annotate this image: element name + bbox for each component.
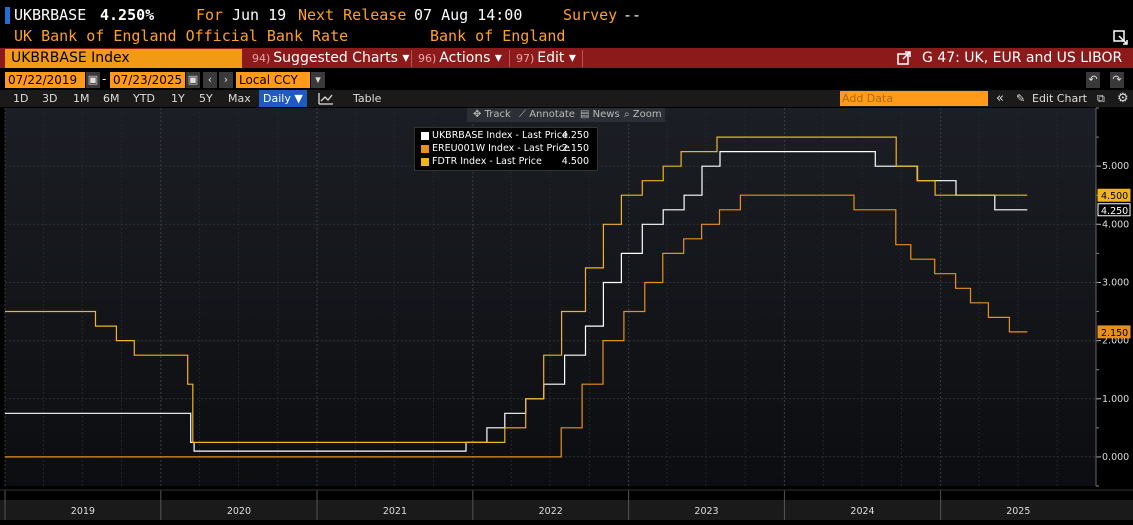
chart-gridlines [4,108,1096,486]
series-line-1 [5,194,1028,458]
external-link-icon[interactable] [897,51,911,65]
series-line-2 [5,136,1028,443]
range-1y[interactable]: 1Y [171,92,185,105]
undo-icon[interactable]: ↶ [1086,72,1100,88]
edit-chart-button[interactable]: Edit Chart [1032,92,1088,105]
x-tick-label: 2022 [539,506,563,517]
series-line-0 [5,151,1028,452]
chart-tools: ✥ Track ⟋ Annotate ▤ News ⌕ Zoom [467,108,665,122]
last-price-tag [1097,188,1131,202]
header-row-1: UKBRBASE 4.250% For Jun 19 Next Release … [0,6,1133,26]
y-tick-label: 5.000 [1102,161,1129,172]
title-bar [0,48,1133,68]
popout-icon[interactable] [1113,30,1129,46]
x-tick-label: 2020 [227,506,251,517]
range-max[interactable]: Max [228,92,251,105]
x-tick-label: 2024 [850,506,874,517]
date-separator: - [102,72,107,86]
legend-entry-fdtr[interactable]: FDTR Index - Last Price 4.500 [421,156,589,168]
menu-divider [582,50,583,67]
y-axis: 0.000 1.000 2.000 3.000 4.000 5.000 4.250 2.150… [1095,107,1131,487]
edit-menu[interactable]: 97) Edit ▾ [516,50,576,66]
range-6m[interactable]: 6M [103,92,120,105]
add-data-input[interactable]: Add Data [840,91,988,106]
y-tick-label: 0.000 [1102,452,1129,463]
suggested-charts-menu[interactable]: 94) Suggested Charts ▾ [252,50,410,66]
x-tick-label: 2019 [71,506,95,517]
chart-legend[interactable]: UKBRBASE Index - Last Price 4.250 EREU00… [414,127,598,171]
ticker-label: UKBRBASE [14,6,87,24]
security-title[interactable]: UKBRBASE Index [5,49,242,68]
chart-settings-icon[interactable]: ⧉ [1097,92,1105,105]
menu-divider [509,50,510,67]
x-tick-label: 2025 [1006,506,1030,517]
currency-select[interactable]: Local CCY [236,72,310,88]
calendar-icon[interactable]: ▣ [186,72,200,88]
last-value: 4.250% [100,6,155,24]
chevron-down-icon[interactable]: ▾ [311,72,325,88]
line-chart-icon[interactable] [318,92,334,105]
survey-label: Survey [563,6,618,24]
chevron-right-icon[interactable]: › [219,72,233,88]
redo-icon[interactable]: ↷ [1110,72,1124,88]
y-tick-label: 2.000 [1102,336,1129,347]
zoom-tool[interactable]: ⌕ Zoom [624,109,662,120]
last-price-tag-label: 2.150 [1101,328,1128,339]
legend-swatch [421,131,429,140]
y-tick-label: 3.000 [1102,277,1129,288]
next-release-label: Next Release [298,6,407,24]
table-button[interactable]: Table [353,92,382,105]
x-axis: 2019 2020 2021 2022 2023 2024 2025 [0,489,1133,520]
range-3d[interactable]: 3D [42,92,58,105]
frequency-select[interactable]: Daily ▼ [259,90,307,107]
chart-series-layer [5,136,1028,458]
x-tick-label: 2021 [383,506,407,517]
track-tool[interactable]: ✥ Track [473,109,511,120]
range-ytd[interactable]: YTD [133,92,155,105]
pencil-icon[interactable]: ✎ [1016,92,1026,105]
last-price-tag [1097,203,1131,217]
menu-divider [411,50,412,67]
last-price-tag [1097,325,1131,339]
gear-icon[interactable]: ⚙ [1117,91,1129,106]
collapse-icon[interactable]: « [996,91,1004,106]
x-axis-band [0,500,1133,520]
range-1d[interactable]: 1D [13,92,29,105]
legend-entry-ukbr[interactable]: UKBRBASE Index - Last Price 4.250 [421,130,589,142]
end-date-field[interactable]: 07/23/2025 [110,72,185,88]
data-source: Bank of England [430,27,566,45]
for-label: For [196,6,224,24]
last-price-tag-label: 4.500 [1101,191,1128,202]
survey-value: -- [623,6,642,24]
news-tool[interactable]: ▤ News [580,109,620,120]
for-date: Jun 19 [232,6,287,24]
y-tick-label: 4.000 [1102,219,1129,230]
y-tick-label: 1.000 [1102,394,1129,405]
annotate-tool[interactable]: ⟋ Annotate [519,109,575,120]
next-release-value: 07 Aug 14:00 [414,6,523,24]
header-row-2: UK Bank of England Official Bank Rate Ba… [0,27,1133,47]
x-tick-label: 2023 [694,506,718,517]
chevron-left-icon[interactable]: ‹ [203,72,217,88]
last-price-tag-label: 4.250 [1101,206,1128,217]
legend-entry-ereu[interactable]: EREU001W Index - Last Price 2.150 [421,143,589,155]
start-date-field[interactable]: 07/22/2019 [5,72,85,88]
legend-swatch [421,144,429,153]
chart-name[interactable]: G 47: UK, EUR and US LIBOR [922,50,1123,66]
security-description: UK Bank of England Official Bank Rate [14,27,349,45]
legend-swatch [421,157,429,166]
range-5y[interactable]: 5Y [199,92,213,105]
security-accent-bar [5,7,10,24]
actions-menu[interactable]: 96) Actions ▾ [418,50,502,66]
calendar-icon[interactable]: ▣ [86,72,100,88]
range-1m[interactable]: 1M [73,92,90,105]
